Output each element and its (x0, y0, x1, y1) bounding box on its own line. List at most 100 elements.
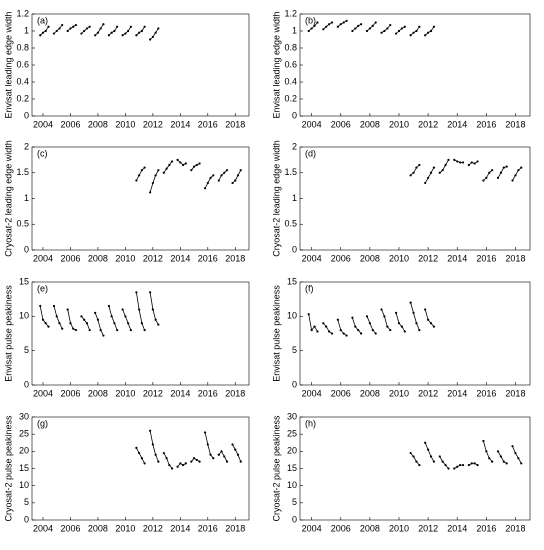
data-point (386, 325, 389, 328)
data-point (351, 29, 354, 33)
data-point (316, 21, 319, 24)
plot-frame (31, 13, 250, 117)
data-point (432, 25, 436, 28)
x-tick-label: 2014 (170, 253, 190, 263)
data-point (432, 166, 436, 169)
data-point (473, 462, 476, 465)
data-line (39, 23, 159, 40)
data-point (427, 318, 430, 321)
data-point (149, 291, 152, 294)
data-point (357, 328, 360, 332)
data-point (99, 328, 102, 332)
data-point (212, 457, 215, 460)
data-point (322, 28, 325, 31)
x-tick-label: 2004 (302, 523, 322, 533)
y-tick-label: 0.2 (16, 93, 29, 103)
data-point (239, 460, 242, 463)
x-tick-label: 2016 (476, 523, 496, 533)
data-point (192, 457, 196, 460)
data-point (514, 174, 517, 177)
y-axis-label: Cryosat-2 pulse peakiness (3, 415, 13, 522)
data-point (461, 463, 465, 467)
x-tick-label: 2012 (418, 523, 438, 533)
data-point (66, 29, 69, 33)
y-tick-label: 0 (24, 244, 29, 254)
data-point (342, 332, 345, 335)
data-line (410, 440, 522, 469)
y-tick-label: 0.6 (16, 59, 29, 69)
data-point (485, 176, 488, 179)
y-tick-label: 15 (19, 276, 29, 286)
x-tick-label: 2018 (225, 388, 245, 398)
data-line (308, 20, 435, 36)
data-point (330, 332, 334, 335)
data-point (412, 311, 415, 314)
data-point (371, 24, 374, 27)
data-point (386, 27, 389, 30)
data-point (135, 34, 138, 37)
x-tick-label: 2012 (143, 119, 163, 129)
data-point (459, 463, 462, 467)
data-point (380, 308, 383, 311)
y-tick-label: 0 (292, 244, 297, 254)
data-point (41, 318, 45, 321)
x-tick-label: 2014 (447, 119, 467, 129)
data-point (113, 322, 116, 325)
x-tick-label: 2006 (331, 523, 351, 533)
data-point (409, 451, 412, 455)
y-tick-label: 30 (287, 411, 297, 421)
data-point (459, 161, 462, 164)
data-point (41, 31, 45, 34)
x-tick-label: 2010 (389, 253, 409, 263)
y-tick-label: 0 (292, 514, 297, 524)
data-point (325, 325, 328, 328)
data-point (203, 431, 207, 434)
data-point (72, 327, 75, 330)
data-point (328, 330, 331, 333)
data-point (345, 19, 348, 22)
data-point (310, 27, 313, 30)
data-point (39, 304, 42, 308)
data-point (127, 322, 130, 325)
data-point (94, 311, 97, 314)
data-point (102, 334, 105, 337)
y-axis-label: Cryosat-2 pulse peakiness (271, 415, 281, 522)
data-point (409, 174, 412, 177)
data-point (116, 328, 119, 332)
x-tick-label: 2016 (476, 388, 496, 398)
data-point (389, 23, 392, 27)
data-point (444, 463, 447, 467)
x-tick-label: 2004 (33, 388, 53, 398)
x-tick-label: 2008 (360, 523, 380, 533)
x-tick-label: 2004 (33, 119, 53, 129)
data-point (168, 163, 171, 167)
data-point (316, 330, 319, 333)
data-point (339, 328, 342, 332)
x-tick-label: 2012 (143, 253, 163, 263)
x-tick-label: 2006 (331, 119, 351, 129)
x-tick-label: 2008 (360, 253, 380, 263)
data-point (429, 171, 433, 174)
x-tick-label: 2008 (360, 119, 380, 129)
plot-frame (299, 146, 531, 251)
data-point (383, 315, 386, 318)
data-point (400, 27, 403, 30)
data-point (412, 455, 415, 458)
data-point (360, 332, 363, 335)
plot-frame (299, 281, 531, 386)
y-tick-label: 1 (292, 193, 297, 203)
data-point (217, 453, 220, 456)
y-tick-label: 1.2 (16, 8, 29, 18)
data-point (310, 328, 313, 332)
data-point (206, 443, 209, 446)
x-tick-label: 2016 (198, 253, 218, 263)
data-point (415, 460, 418, 463)
data-point (143, 328, 146, 332)
data-point (181, 163, 185, 167)
x-tick-label: 2014 (170, 388, 190, 398)
x-tick-label: 2004 (33, 253, 53, 263)
y-tick-label: 0 (24, 110, 29, 120)
data-point (485, 450, 488, 453)
panel-label: (a) (37, 15, 48, 25)
